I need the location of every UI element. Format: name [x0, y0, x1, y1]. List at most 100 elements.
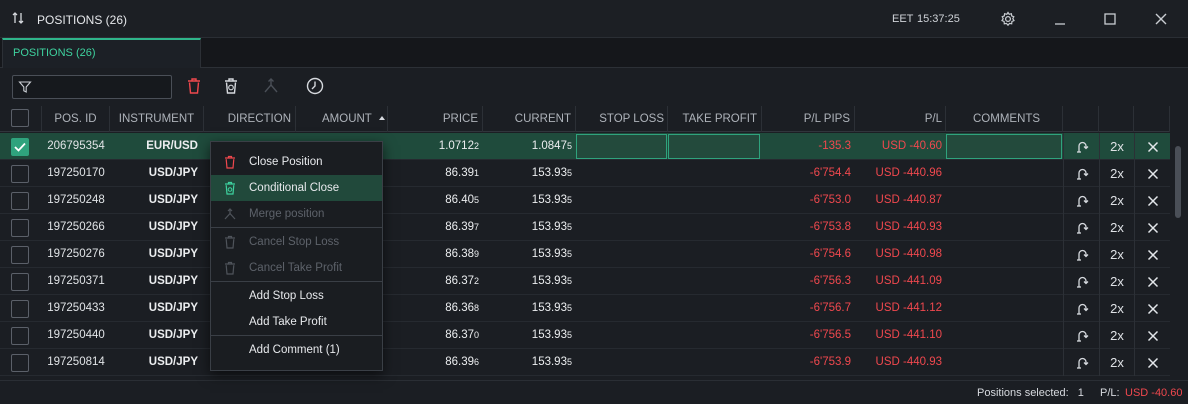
header-stop-loss[interactable]: STOP LOSS: [576, 106, 668, 132]
table-row[interactable]: 197250440 USD/JPY 86.370 153.935 -6'756.5 USD…: [0, 322, 1170, 349]
table-row[interactable]: 197250814 USD/JPY 86.396 153.935 -6'753.9 USD…: [0, 349, 1170, 376]
current-main: 153.93: [531, 194, 567, 206]
header-select-all[interactable]: [0, 106, 42, 132]
menu-item-add-comment-1[interactable]: Add Comment (1): [211, 337, 382, 363]
double-position-button[interactable]: 2x: [1099, 295, 1134, 322]
double-position-button[interactable]: 2x: [1099, 214, 1134, 241]
reverse-position-button[interactable]: [1063, 133, 1099, 160]
row-checkbox[interactable]: [11, 327, 29, 345]
price-cell: 86.405: [388, 187, 483, 214]
stop-loss-field[interactable]: [576, 134, 667, 159]
double-position-button[interactable]: 2x: [1099, 187, 1134, 214]
row-checkbox[interactable]: [11, 354, 29, 372]
minimize-icon[interactable]: [1051, 10, 1069, 28]
row-checkbox[interactable]: [11, 219, 29, 237]
row-checkbox[interactable]: [11, 246, 29, 264]
row-checkbox[interactable]: [11, 138, 29, 156]
header-price[interactable]: PRICE: [388, 106, 483, 132]
current-main: 153.93: [531, 275, 567, 287]
menu-item-add-take-profit[interactable]: Add Take Profit: [211, 309, 382, 335]
header-pl-pips[interactable]: P/L PIPS: [762, 106, 855, 132]
current-cell: 153.935: [483, 187, 576, 214]
table-row[interactable]: 197250276 USD/JPY 86.389 153.935 -6'754.6 USD…: [0, 241, 1170, 268]
table-row[interactable]: 197250170 USD/JPY 86.391 153.935 -6'754.4 USD…: [0, 160, 1170, 187]
menu-item-label: Add Take Profit: [249, 316, 327, 328]
header-instrument[interactable]: INSTRUMENT: [110, 106, 204, 132]
table-row[interactable]: 197250433 USD/JPY 86.368 153.935 -6'756.7 USD…: [0, 295, 1170, 322]
filter-box[interactable]: [12, 75, 172, 99]
select-all-checkbox[interactable]: [11, 109, 29, 127]
price-main: 86.40: [445, 194, 474, 206]
tab-positions[interactable]: POSITIONS (26): [2, 38, 201, 68]
menu-item-label: Add Comment (1): [249, 344, 340, 356]
double-position-button[interactable]: 2x: [1099, 322, 1134, 349]
row-checkbox[interactable]: [11, 273, 29, 291]
close-position-button[interactable]: [1134, 322, 1170, 349]
reverse-position-button[interactable]: [1063, 187, 1099, 214]
reverse-icon: [1076, 141, 1088, 153]
price-cell: 1.07122: [388, 133, 483, 160]
close-position-button[interactable]: [1134, 187, 1170, 214]
reverse-position-button[interactable]: [1063, 268, 1099, 295]
price-main: 86.37: [445, 329, 474, 341]
scrollbar-thumb[interactable]: [1175, 146, 1181, 218]
double-position-button[interactable]: 2x: [1099, 133, 1134, 160]
menu-item-add-stop-loss[interactable]: Add Stop Loss: [211, 283, 382, 309]
close-all-trash-icon[interactable]: [183, 75, 205, 97]
header-take-profit[interactable]: TAKE PROFIT: [668, 106, 762, 132]
sort-arrows-icon[interactable]: [10, 10, 26, 26]
filter-input[interactable]: [37, 78, 167, 96]
double-position-button[interactable]: 2x: [1099, 268, 1134, 295]
header-comments[interactable]: COMMENTS: [946, 106, 1063, 132]
close-position-button[interactable]: [1134, 160, 1170, 187]
row-checkbox[interactable]: [11, 300, 29, 318]
menu-item-conditional-close[interactable]: Conditional Close: [211, 175, 382, 201]
history-clock-icon[interactable]: [304, 75, 326, 97]
pl-cell: USD -440.93: [875, 221, 942, 233]
reverse-icon: [1076, 168, 1088, 180]
conditional-trash-icon[interactable]: [220, 75, 242, 97]
pl-cell: USD -440.96: [875, 167, 942, 179]
header-amount[interactable]: AMOUNT: [296, 106, 388, 132]
close-position-button[interactable]: [1134, 349, 1170, 376]
maximize-icon[interactable]: [1101, 10, 1119, 28]
double-position-button[interactable]: 2x: [1099, 349, 1134, 376]
close-position-button[interactable]: [1134, 268, 1170, 295]
reverse-icon: [1076, 222, 1088, 234]
vertical-scrollbar[interactable]: [1172, 134, 1184, 374]
menu-item-label: Conditional Close: [249, 182, 340, 194]
table-row[interactable]: 197250266 USD/JPY 86.397 153.935 -6'753.8 USD…: [0, 214, 1170, 241]
current-pipette: 5: [566, 249, 572, 259]
gear-icon[interactable]: [999, 10, 1017, 28]
header-direction[interactable]: DIRECTION: [204, 106, 296, 132]
footer-pl-label: P/L:: [1100, 387, 1120, 399]
close-position-button[interactable]: [1134, 295, 1170, 322]
take-profit-field[interactable]: [668, 134, 760, 159]
reverse-position-button[interactable]: [1063, 214, 1099, 241]
pl-cell: USD -440.93: [875, 356, 942, 368]
row-checkbox[interactable]: [11, 192, 29, 210]
close-position-button[interactable]: [1134, 214, 1170, 241]
header-pos-id[interactable]: POS. ID: [42, 106, 110, 132]
comment-field[interactable]: [946, 134, 1062, 159]
table-row[interactable]: 197250248 USD/JPY 86.405 153.935 -6'753.0 USD…: [0, 187, 1170, 214]
pos-id-cell: 206795354: [47, 140, 105, 152]
reverse-position-button[interactable]: [1063, 295, 1099, 322]
menu-item-close-position[interactable]: Close Position: [211, 149, 382, 175]
table-header: POS. ID INSTRUMENT DIRECTION AMOUNT PRIC…: [0, 106, 1170, 132]
header-current[interactable]: CURRENT: [483, 106, 576, 132]
reverse-position-button[interactable]: [1063, 322, 1099, 349]
header-pl[interactable]: P/L: [855, 106, 946, 132]
close-position-button[interactable]: [1134, 133, 1170, 160]
reverse-position-button[interactable]: [1063, 349, 1099, 376]
double-position-button[interactable]: 2x: [1099, 241, 1134, 268]
reverse-position-button[interactable]: [1063, 241, 1099, 268]
close-icon[interactable]: [1152, 10, 1170, 28]
row-checkbox[interactable]: [11, 165, 29, 183]
window-title: POSITIONS (26): [37, 13, 128, 27]
table-row[interactable]: 206795354 EUR/USD 1.07122 1.08475 -135.3 USD …: [0, 133, 1170, 160]
double-position-button[interactable]: 2x: [1099, 160, 1134, 187]
table-row[interactable]: 197250371 USD/JPY 86.372 153.935 -6'756.3 USD…: [0, 268, 1170, 295]
close-position-button[interactable]: [1134, 241, 1170, 268]
reverse-position-button[interactable]: [1063, 160, 1099, 187]
